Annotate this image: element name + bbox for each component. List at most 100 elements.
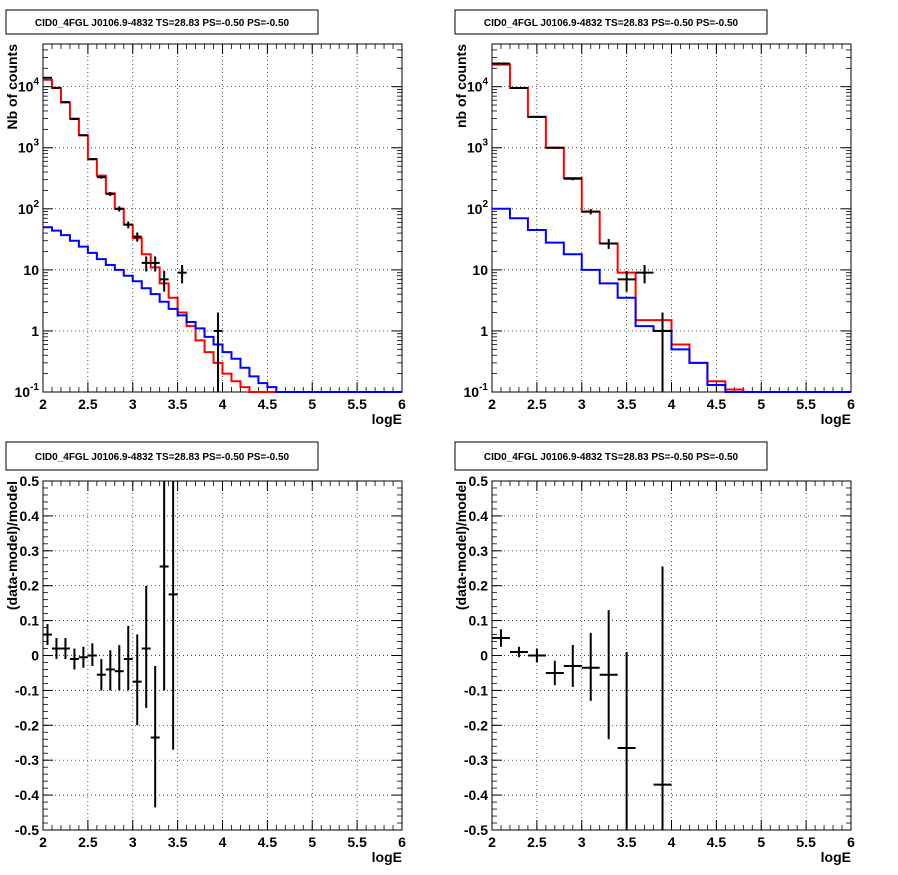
x-axis-label: logE bbox=[372, 411, 402, 427]
y-tick-label: -0.1 bbox=[464, 682, 488, 698]
x-tick-label: 4 bbox=[219, 834, 227, 850]
chart-panel-1: 2 2.5 3 3.5 4 4.5 5 5.5 610-1110102103104logENb … bbox=[4, 9, 406, 427]
y-tick-label-base: 10 bbox=[467, 140, 483, 156]
chart-title: CID0_4FGL J0106.9-4832 TS=28.83 PS=-0.50… bbox=[484, 18, 739, 29]
x-tick-label: 5.5 bbox=[347, 834, 367, 850]
x-tick-label: 6 bbox=[847, 396, 855, 412]
x-tick-label: 5 bbox=[757, 396, 765, 412]
y-tick-label: 10 bbox=[472, 262, 488, 278]
x-tick-label: 4.5 bbox=[707, 396, 727, 412]
x-axis-label: logE bbox=[821, 849, 851, 865]
y-tick-label: 0.4 bbox=[469, 508, 489, 524]
x-tick-label: 5 bbox=[308, 834, 316, 850]
y-tick-label-base: 10 bbox=[464, 384, 480, 400]
title-box bbox=[454, 441, 768, 471]
x-tick-label: 4 bbox=[219, 396, 227, 412]
y-tick-label: -0.3 bbox=[15, 752, 39, 768]
x-tick-label: 3 bbox=[129, 396, 137, 412]
y-tick-label: 103 bbox=[467, 138, 489, 156]
y-tick-label: 10-1 bbox=[464, 382, 489, 400]
x-tick-label: 5 bbox=[757, 834, 765, 850]
x-axis-label: logE bbox=[372, 849, 402, 865]
x-tick-label: 4.5 bbox=[258, 396, 278, 412]
x-tick-label: 3.5 bbox=[168, 396, 188, 412]
y-tick-label-exponent: 4 bbox=[482, 77, 488, 88]
y-tick-label-base: 10 bbox=[15, 384, 31, 400]
x-tick-label: 3 bbox=[578, 396, 586, 412]
y-axis-label: (data-model)/model bbox=[4, 481, 20, 610]
y-tick-label: 0 bbox=[31, 648, 39, 664]
y-tick-label: -0.2 bbox=[464, 717, 488, 733]
title-box bbox=[454, 9, 768, 35]
x-tick-label: 5.5 bbox=[347, 396, 367, 412]
y-tick-label: 0.2 bbox=[20, 578, 40, 594]
y-tick-label: 102 bbox=[467, 199, 489, 217]
y-tick-label: 0.1 bbox=[20, 613, 40, 629]
chart-panel-3: 2 2.5 3 3.5 4 4.5 5 5.5 6 -0.5 -0.4 -0.3 -0.2 -0.1 0 0.… bbox=[4, 441, 406, 865]
x-tick-label: 3.5 bbox=[168, 834, 188, 850]
y-tick-label-exponent: 4 bbox=[33, 77, 39, 88]
y-tick-label: -0.5 bbox=[464, 822, 488, 838]
x-tick-label: 3.5 bbox=[617, 834, 637, 850]
y-tick-label: -0.5 bbox=[15, 822, 39, 838]
x-tick-label: 5.5 bbox=[796, 834, 816, 850]
y-tick-label: 104 bbox=[18, 77, 40, 95]
y-tick-label-base: 10 bbox=[467, 79, 483, 95]
chart-panel-4: 2 2.5 3 3.5 4 4.5 5 5.5 6 -0.5 -0.4 -0.3 -0.2 -0.1 0 0.… bbox=[453, 441, 855, 865]
y-tick-label: 0.5 bbox=[20, 473, 40, 489]
title-box bbox=[5, 9, 319, 35]
y-tick-label: -0.2 bbox=[15, 717, 39, 733]
x-tick-label: 4 bbox=[668, 834, 676, 850]
y-tick-label: 10-1 bbox=[15, 382, 40, 400]
y-tick-label: 0.5 bbox=[469, 473, 489, 489]
plot-frame bbox=[42, 43, 403, 393]
title-box bbox=[5, 441, 319, 471]
y-tick-label-exponent: 2 bbox=[33, 199, 39, 210]
y-tick-label-exponent: 3 bbox=[482, 138, 488, 149]
x-tick-label: 2 bbox=[39, 834, 47, 850]
plot-frame bbox=[42, 480, 403, 831]
y-tick-label: -0.4 bbox=[464, 787, 488, 803]
y-tick-label: -0.1 bbox=[15, 682, 39, 698]
x-tick-label: 2.5 bbox=[527, 834, 547, 850]
y-tick-label-exponent: 2 bbox=[482, 199, 488, 210]
y-tick-label-base: 10 bbox=[18, 140, 34, 156]
x-tick-label: 2 bbox=[39, 396, 47, 412]
x-tick-label: 2.5 bbox=[527, 396, 547, 412]
x-tick-label: 2.5 bbox=[78, 396, 98, 412]
y-axis-label: (data-model)/model bbox=[453, 481, 469, 610]
y-tick-label: 0.3 bbox=[469, 543, 489, 559]
x-tick-label: 3 bbox=[578, 834, 586, 850]
y-axis-label: Nb of counts bbox=[4, 44, 20, 130]
x-tick-label: 6 bbox=[398, 396, 406, 412]
x-tick-label: 2 bbox=[488, 396, 496, 412]
chart-panel-2: 2 2.5 3 3.5 4 4.5 5 5.5 610-1110102103104logEnb … bbox=[453, 9, 855, 427]
x-tick-label: 4 bbox=[668, 396, 676, 412]
y-tick-label: 10 bbox=[23, 262, 39, 278]
y-tick-label: 0.2 bbox=[469, 578, 489, 594]
y-tick-label: 104 bbox=[467, 77, 489, 95]
x-tick-label: 6 bbox=[398, 834, 406, 850]
y-tick-label: 103 bbox=[18, 138, 40, 156]
y-tick-label: -0.4 bbox=[15, 787, 39, 803]
y-axis-label: nb of counts bbox=[453, 44, 469, 128]
y-tick-label-exponent: -1 bbox=[479, 382, 488, 393]
y-tick-label-base: 10 bbox=[467, 201, 483, 217]
chart-title: CID0_4FGL J0106.9-4832 TS=28.83 PS=-0.50… bbox=[484, 452, 739, 463]
y-tick-label-exponent: -1 bbox=[30, 382, 39, 393]
chart-title: CID0_4FGL J0106.9-4832 TS=28.83 PS=-0.50… bbox=[35, 18, 290, 29]
x-tick-label: 4.5 bbox=[258, 834, 278, 850]
x-axis-label: logE bbox=[821, 411, 851, 427]
x-tick-label: 2.5 bbox=[78, 834, 98, 850]
y-tick-label: 1 bbox=[31, 323, 39, 339]
y-tick-label: -0.3 bbox=[464, 752, 488, 768]
x-tick-label: 4.5 bbox=[707, 834, 727, 850]
x-tick-label: 5 bbox=[308, 396, 316, 412]
x-tick-label: 6 bbox=[847, 834, 855, 850]
y-tick-label: 0.1 bbox=[469, 613, 489, 629]
histogram-series-line bbox=[492, 207, 851, 393]
chart-title: CID0_4FGL J0106.9-4832 TS=28.83 PS=-0.50… bbox=[35, 452, 290, 463]
y-tick-label-base: 10 bbox=[18, 201, 34, 217]
y-tick-label: 0 bbox=[480, 648, 488, 664]
